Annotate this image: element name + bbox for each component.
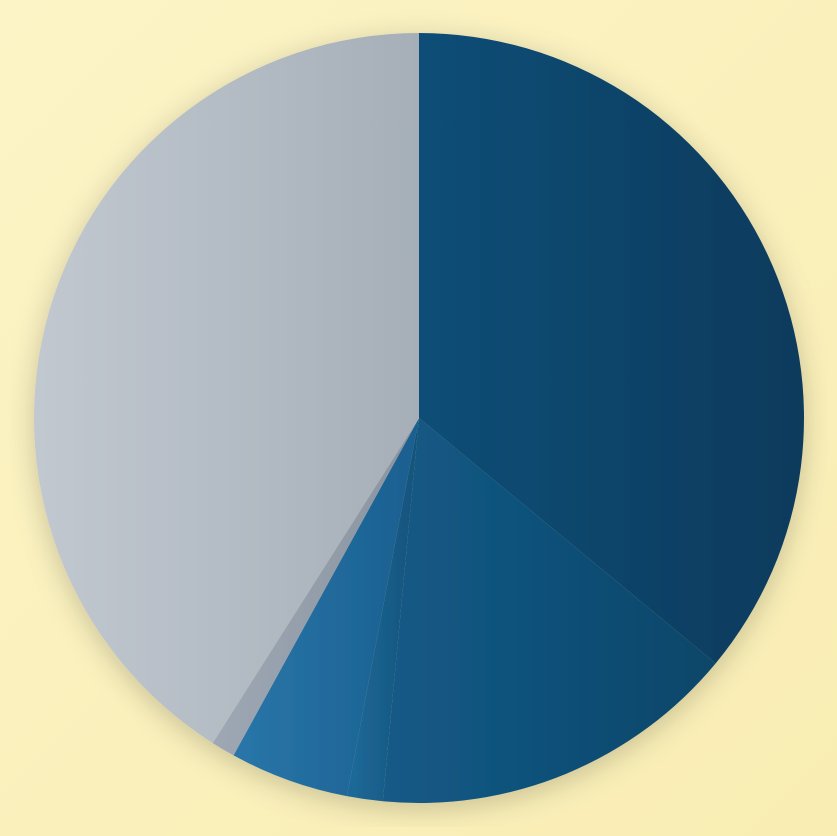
pie-chart-container bbox=[10, 9, 828, 827]
pie-chart bbox=[10, 9, 828, 827]
